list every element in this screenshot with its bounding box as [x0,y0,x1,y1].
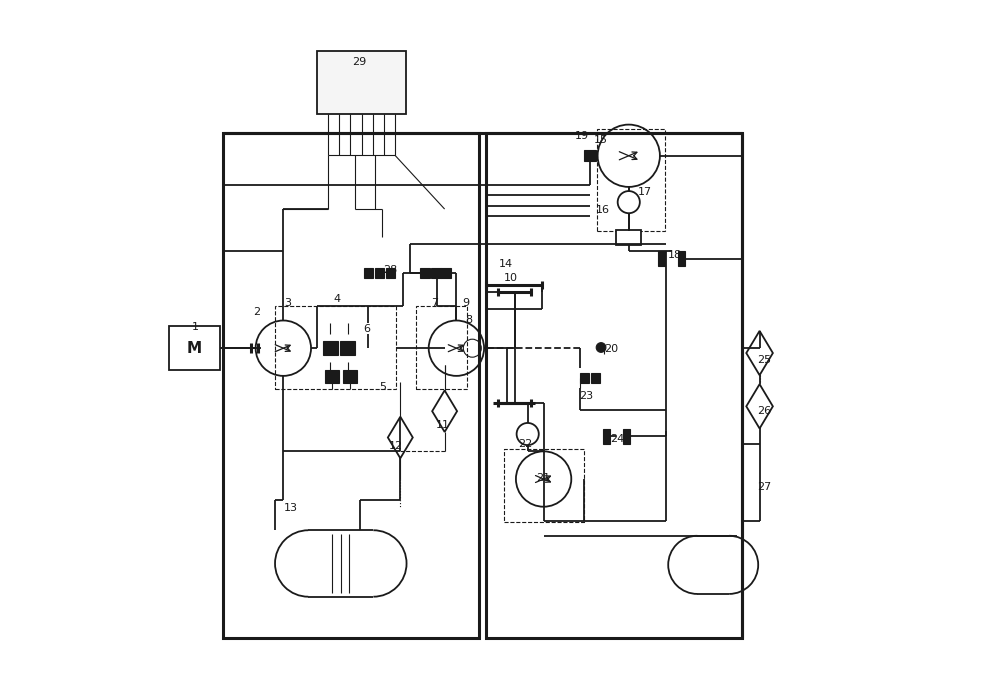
Bar [597,129,665,231]
Text: 16: 16 [595,206,609,215]
Text: 6: 6 [364,324,371,334]
Text: 23: 23 [579,391,594,401]
Bar [340,341,355,355]
Text: 10: 10 [504,273,518,284]
Text: 15: 15 [593,135,607,145]
Text: 18: 18 [667,250,682,260]
Text: 29: 29 [352,57,366,67]
Text: 21: 21 [536,473,550,482]
Text: 4: 4 [334,294,341,304]
Text: 14: 14 [498,259,513,270]
Text: 13: 13 [284,503,298,513]
Bar [416,306,467,389]
Bar [420,268,430,277]
Bar [504,449,584,522]
Text: 2: 2 [253,306,260,316]
Bar [364,268,373,277]
Bar [431,268,441,277]
Bar [169,326,220,370]
Bar [486,133,742,638]
Text: 3: 3 [285,297,292,307]
Bar [623,429,630,443]
Text: M: M [186,341,202,356]
Text: 11: 11 [436,420,450,430]
Bar [275,306,396,389]
Bar [603,429,610,443]
Bar [591,373,600,383]
Bar [584,150,596,161]
Text: 5: 5 [379,382,386,392]
Bar [323,341,338,355]
Circle shape [517,423,539,445]
Bar [616,230,641,245]
Bar [375,268,384,277]
Text: 28: 28 [384,265,398,275]
Text: 19: 19 [575,131,589,141]
Text: 17: 17 [638,188,652,197]
Bar [317,51,406,113]
Text: 26: 26 [757,406,771,416]
Text: 20: 20 [604,344,618,354]
Bar [343,370,357,383]
Text: 24: 24 [611,434,625,444]
Text: 8: 8 [465,315,472,325]
Text: 22: 22 [518,439,532,450]
Bar [658,252,665,266]
Bar [580,373,589,383]
Text: 12: 12 [389,441,403,451]
Text: 27: 27 [757,482,772,492]
Text: 7: 7 [431,297,438,307]
Circle shape [596,343,606,352]
Text: 1: 1 [192,322,199,332]
Bar [325,370,339,383]
Bar [223,133,479,638]
Bar [386,268,395,277]
Text: 25: 25 [757,355,771,365]
Bar [441,268,451,277]
Text: 9: 9 [462,297,469,307]
Bar [678,252,685,266]
Circle shape [618,191,640,213]
